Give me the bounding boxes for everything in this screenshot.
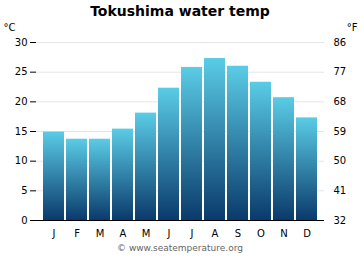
svg-text:20: 20 (15, 96, 28, 107)
svg-text:25: 25 (15, 66, 28, 77)
html-text:© www.seatemperature.org: © www.seatemperature.org (117, 243, 243, 253)
html-text:Tokushima water temp: Tokushima water temp (90, 3, 270, 19)
svg-text:°F: °F (347, 22, 358, 33)
svg-text:F: F (74, 228, 80, 239)
svg-text:M: M (142, 228, 151, 239)
svg-text:M: M (96, 228, 105, 239)
svg-text:A: A (212, 228, 219, 239)
svg-text:30: 30 (15, 37, 28, 48)
svg-text:D: D (303, 228, 311, 239)
svg-text:S: S (235, 228, 241, 239)
svg-text:J: J (167, 228, 171, 239)
svg-text:N: N (280, 228, 287, 239)
svg-text:0: 0 (21, 215, 27, 226)
svg-text:32: 32 (334, 215, 347, 226)
svg-text:50: 50 (334, 155, 347, 166)
svg-text:15: 15 (15, 126, 28, 137)
svg-text:5: 5 (21, 185, 27, 196)
svg-text:A: A (120, 228, 127, 239)
svg-text:O: O (257, 228, 265, 239)
svg-text:41: 41 (334, 185, 347, 196)
svg-text:59: 59 (334, 126, 347, 137)
svg-text:68: 68 (334, 96, 347, 107)
svg-text:77: 77 (334, 66, 347, 77)
svg-text:°C: °C (4, 22, 16, 33)
svg-text:J: J (190, 228, 194, 239)
svg-text:J: J (52, 228, 56, 239)
svg-text:10: 10 (15, 155, 28, 166)
svg-text:86: 86 (334, 37, 347, 48)
